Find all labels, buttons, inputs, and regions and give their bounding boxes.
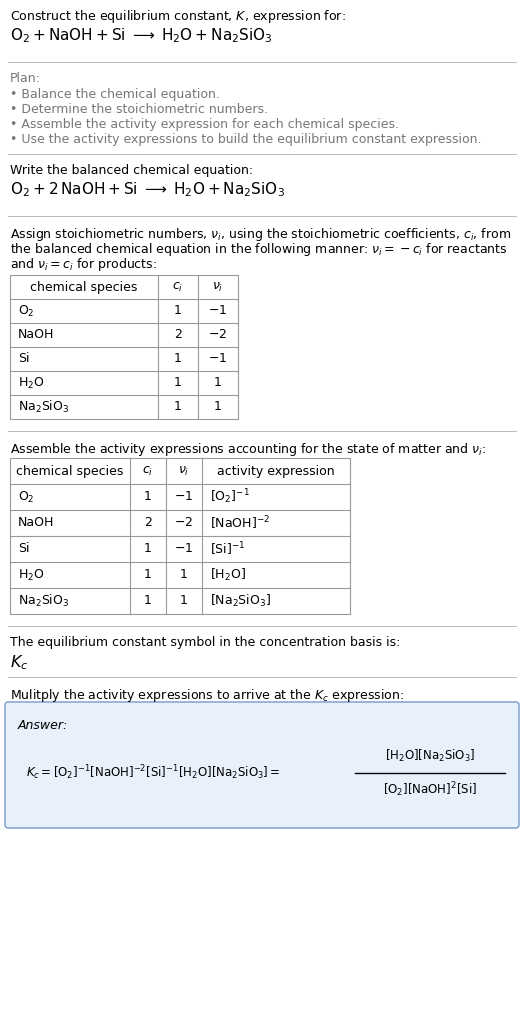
Text: 1: 1: [144, 594, 152, 608]
Text: $\mathrm{O_2 + NaOH + Si} \;\longrightarrow\; \mathrm{H_2O + Na_2SiO_3}$: $\mathrm{O_2 + NaOH + Si} \;\longrightar…: [10, 26, 272, 44]
Text: The equilibrium constant symbol in the concentration basis is:: The equilibrium constant symbol in the c…: [10, 636, 400, 649]
Text: NaOH: NaOH: [18, 517, 54, 530]
Text: 1: 1: [144, 490, 152, 503]
Text: $[\mathrm{Na_2SiO_3}]$: $[\mathrm{Na_2SiO_3}]$: [210, 592, 271, 609]
Text: $\nu_i$: $\nu_i$: [212, 280, 224, 293]
Text: Write the balanced chemical equation:: Write the balanced chemical equation:: [10, 164, 253, 177]
Text: 1: 1: [144, 568, 152, 581]
Text: 1: 1: [174, 376, 182, 389]
Text: $\mathrm{O_2 + 2\,NaOH + Si} \;\longrightarrow\; \mathrm{H_2O + Na_2SiO_3}$: $\mathrm{O_2 + 2\,NaOH + Si} \;\longrigh…: [10, 180, 285, 199]
Text: 1: 1: [174, 304, 182, 317]
Text: 1: 1: [214, 400, 222, 413]
Text: 2: 2: [174, 329, 182, 342]
Text: $\mathrm{O_2}$: $\mathrm{O_2}$: [18, 489, 35, 504]
Text: 2: 2: [144, 517, 152, 530]
Text: 1: 1: [180, 568, 188, 581]
Text: 1: 1: [144, 543, 152, 555]
Text: Answer:: Answer:: [18, 719, 68, 732]
Text: 1: 1: [174, 400, 182, 413]
Text: • Determine the stoichiometric numbers.: • Determine the stoichiometric numbers.: [10, 103, 268, 116]
Text: $c_i$: $c_i$: [172, 280, 183, 293]
Text: $\mathrm{H_2O}$: $\mathrm{H_2O}$: [18, 567, 45, 582]
Text: $c_i$: $c_i$: [143, 464, 154, 477]
Text: $-1$: $-1$: [174, 490, 193, 503]
Text: $\mathrm{H_2O}$: $\mathrm{H_2O}$: [18, 375, 45, 390]
Bar: [10, 275, 238, 419]
Text: Plan:: Plan:: [10, 72, 41, 85]
Text: $K_c$: $K_c$: [10, 653, 28, 671]
Text: $-1$: $-1$: [209, 304, 227, 317]
Text: Si: Si: [18, 543, 29, 555]
Text: $\mathrm{O_2}$: $\mathrm{O_2}$: [18, 303, 35, 318]
Text: $[\mathrm{O_2}][\mathrm{NaOH}]^2[\mathrm{Si}]$: $[\mathrm{O_2}][\mathrm{NaOH}]^2[\mathrm…: [383, 780, 477, 800]
Text: $[\mathrm{O_2}]^{-1}$: $[\mathrm{O_2}]^{-1}$: [210, 487, 250, 507]
Text: $-2$: $-2$: [209, 329, 227, 342]
Bar: [10, 458, 350, 614]
Text: $\mathrm{Na_2SiO_3}$: $\mathrm{Na_2SiO_3}$: [18, 399, 69, 416]
Text: Construct the equilibrium constant, $K$, expression for:: Construct the equilibrium constant, $K$,…: [10, 8, 346, 25]
FancyBboxPatch shape: [5, 702, 519, 828]
Text: and $\nu_i = c_i$ for products:: and $\nu_i = c_i$ for products:: [10, 256, 157, 273]
Text: chemical species: chemical species: [16, 464, 124, 477]
Text: $[\mathrm{Si}]^{-1}$: $[\mathrm{Si}]^{-1}$: [210, 540, 245, 558]
Text: $\mathrm{Na_2SiO_3}$: $\mathrm{Na_2SiO_3}$: [18, 592, 69, 609]
Text: 1: 1: [180, 594, 188, 608]
Text: Mulitply the activity expressions to arrive at the $K_c$ expression:: Mulitply the activity expressions to arr…: [10, 687, 405, 704]
Text: activity expression: activity expression: [217, 464, 335, 477]
Text: $K_c = [\mathrm{O_2}]^{-1}[\mathrm{NaOH}]^{-2}[\mathrm{Si}]^{-1}[\mathrm{H_2O}][: $K_c = [\mathrm{O_2}]^{-1}[\mathrm{NaOH}…: [26, 763, 280, 783]
Text: 1: 1: [174, 353, 182, 366]
Text: 1: 1: [214, 376, 222, 389]
Text: $[\mathrm{H_2O}]$: $[\mathrm{H_2O}]$: [210, 567, 246, 583]
Text: Assemble the activity expressions accounting for the state of matter and $\nu_i$: Assemble the activity expressions accoun…: [10, 441, 486, 458]
Text: $\nu_i$: $\nu_i$: [178, 464, 190, 477]
Text: • Assemble the activity expression for each chemical species.: • Assemble the activity expression for e…: [10, 118, 399, 131]
Text: Assign stoichiometric numbers, $\nu_i$, using the stoichiometric coefficients, $: Assign stoichiometric numbers, $\nu_i$, …: [10, 226, 511, 243]
Text: NaOH: NaOH: [18, 329, 54, 342]
Text: $[\mathrm{H_2O}][\mathrm{Na_2SiO_3}]$: $[\mathrm{H_2O}][\mathrm{Na_2SiO_3}]$: [385, 748, 475, 764]
Text: $-1$: $-1$: [174, 543, 193, 555]
Text: chemical species: chemical species: [30, 280, 138, 293]
Text: $-1$: $-1$: [209, 353, 227, 366]
Text: $-2$: $-2$: [174, 517, 193, 530]
Text: the balanced chemical equation in the following manner: $\nu_i = -c_i$ for react: the balanced chemical equation in the fo…: [10, 241, 507, 258]
Text: • Use the activity expressions to build the equilibrium constant expression.: • Use the activity expressions to build …: [10, 133, 482, 146]
Text: • Balance the chemical equation.: • Balance the chemical equation.: [10, 88, 220, 101]
Text: Si: Si: [18, 353, 29, 366]
Text: $[\mathrm{NaOH}]^{-2}$: $[\mathrm{NaOH}]^{-2}$: [210, 515, 270, 532]
